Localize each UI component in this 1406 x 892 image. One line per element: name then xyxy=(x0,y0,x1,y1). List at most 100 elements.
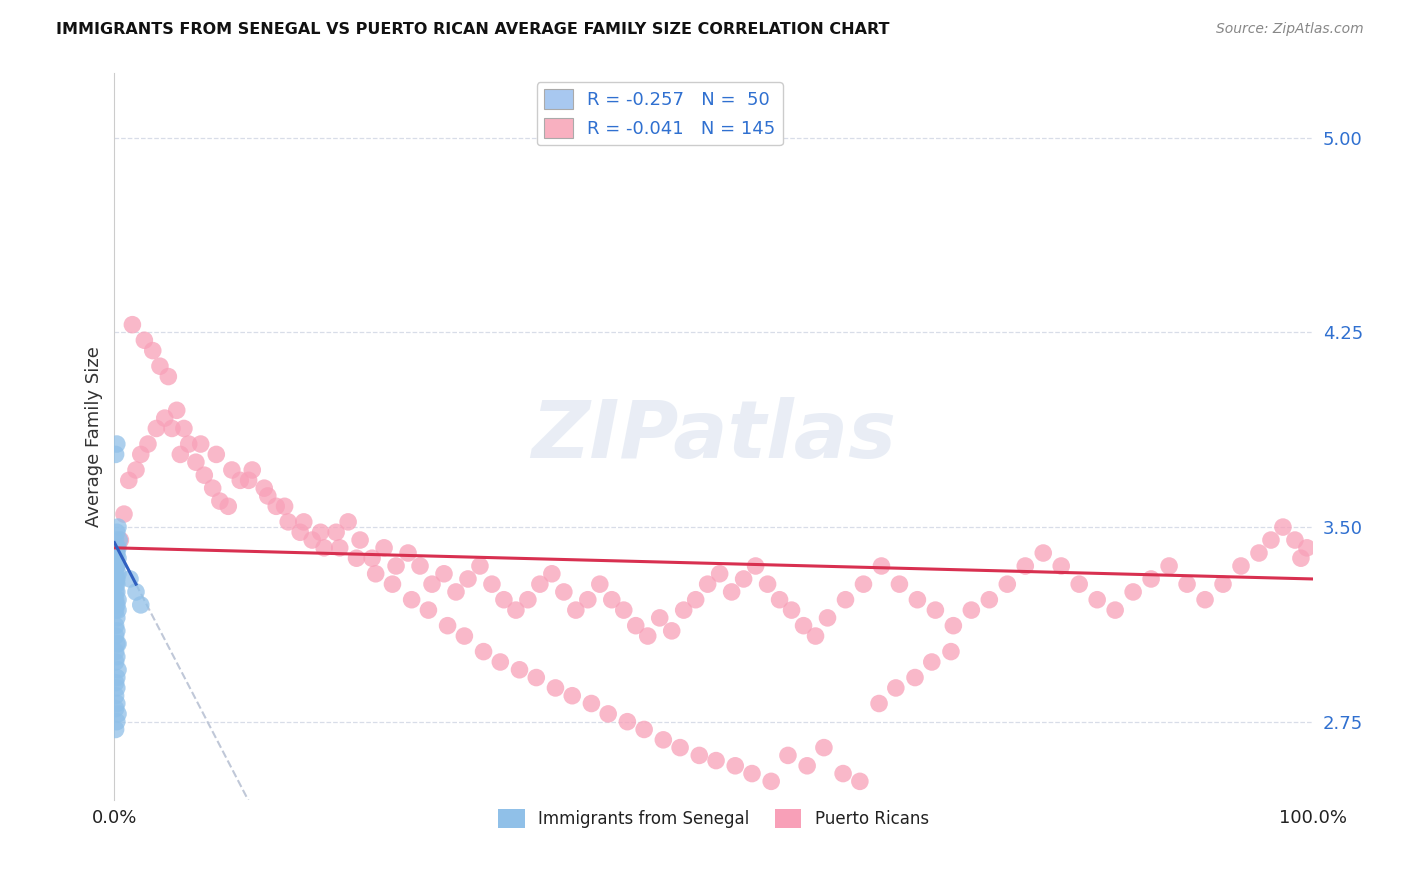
Point xyxy=(118,572,141,586)
Point xyxy=(104,447,127,461)
Point xyxy=(1032,546,1054,560)
Point xyxy=(105,559,128,574)
Point xyxy=(436,618,458,632)
Point xyxy=(704,754,727,768)
Point xyxy=(505,603,527,617)
Point xyxy=(309,525,332,540)
Point xyxy=(396,546,419,560)
Point xyxy=(193,468,215,483)
Point xyxy=(468,559,491,574)
Point xyxy=(624,618,647,632)
Point xyxy=(208,494,231,508)
Point xyxy=(107,603,129,617)
Point xyxy=(145,421,167,435)
Point xyxy=(240,463,263,477)
Point xyxy=(107,663,129,677)
Point xyxy=(1212,577,1234,591)
Point xyxy=(598,706,620,721)
Point xyxy=(104,702,127,716)
Point xyxy=(104,603,127,617)
Point xyxy=(672,603,695,617)
Point xyxy=(453,629,475,643)
Point xyxy=(942,618,965,632)
Point xyxy=(169,447,191,461)
Point xyxy=(105,611,128,625)
Point xyxy=(418,603,440,617)
Point xyxy=(381,577,404,591)
Point xyxy=(553,585,575,599)
Point xyxy=(1050,559,1073,574)
Point xyxy=(160,421,183,435)
Point xyxy=(409,559,432,574)
Point xyxy=(979,592,1001,607)
Point xyxy=(581,697,603,711)
Point xyxy=(221,463,243,477)
Point xyxy=(776,748,799,763)
Point xyxy=(238,474,260,488)
Point xyxy=(561,689,583,703)
Point xyxy=(349,533,371,547)
Point xyxy=(1085,592,1108,607)
Point xyxy=(104,645,127,659)
Point xyxy=(256,489,278,503)
Point xyxy=(1104,603,1126,617)
Point xyxy=(1194,592,1216,607)
Point xyxy=(724,759,747,773)
Point xyxy=(669,740,692,755)
Point xyxy=(924,603,946,617)
Point xyxy=(793,618,815,632)
Point xyxy=(661,624,683,638)
Point xyxy=(105,714,128,729)
Point xyxy=(105,525,128,540)
Point xyxy=(565,603,588,617)
Point xyxy=(720,585,742,599)
Point xyxy=(118,474,141,488)
Point xyxy=(107,551,129,566)
Point xyxy=(741,766,763,780)
Point xyxy=(104,655,127,669)
Point xyxy=(849,774,872,789)
Point xyxy=(104,585,127,599)
Point xyxy=(939,645,962,659)
Point xyxy=(444,585,467,599)
Point xyxy=(688,748,710,763)
Point xyxy=(314,541,336,555)
Point xyxy=(756,577,779,591)
Point xyxy=(516,592,538,607)
Point xyxy=(364,566,387,581)
Point xyxy=(107,637,129,651)
Point xyxy=(768,592,790,607)
Point xyxy=(104,577,127,591)
Point xyxy=(817,611,839,625)
Point xyxy=(361,551,384,566)
Point xyxy=(125,463,148,477)
Point xyxy=(105,649,128,664)
Point xyxy=(105,637,128,651)
Point xyxy=(905,592,928,607)
Point xyxy=(107,592,129,607)
Point xyxy=(105,577,128,591)
Point xyxy=(1247,546,1270,560)
Point xyxy=(205,447,228,461)
Point xyxy=(105,437,128,451)
Point xyxy=(134,333,156,347)
Point xyxy=(104,572,127,586)
Point xyxy=(1260,533,1282,547)
Point xyxy=(129,447,152,461)
Point xyxy=(121,318,143,332)
Point xyxy=(104,533,127,547)
Point xyxy=(346,551,368,566)
Point xyxy=(544,681,567,695)
Point xyxy=(733,572,755,586)
Point xyxy=(696,577,718,591)
Point xyxy=(104,546,127,560)
Point xyxy=(870,559,893,574)
Point xyxy=(616,714,638,729)
Point xyxy=(177,437,200,451)
Point xyxy=(457,572,479,586)
Point xyxy=(1069,577,1091,591)
Point xyxy=(889,577,911,591)
Point xyxy=(105,572,128,586)
Point xyxy=(576,592,599,607)
Point xyxy=(648,611,671,625)
